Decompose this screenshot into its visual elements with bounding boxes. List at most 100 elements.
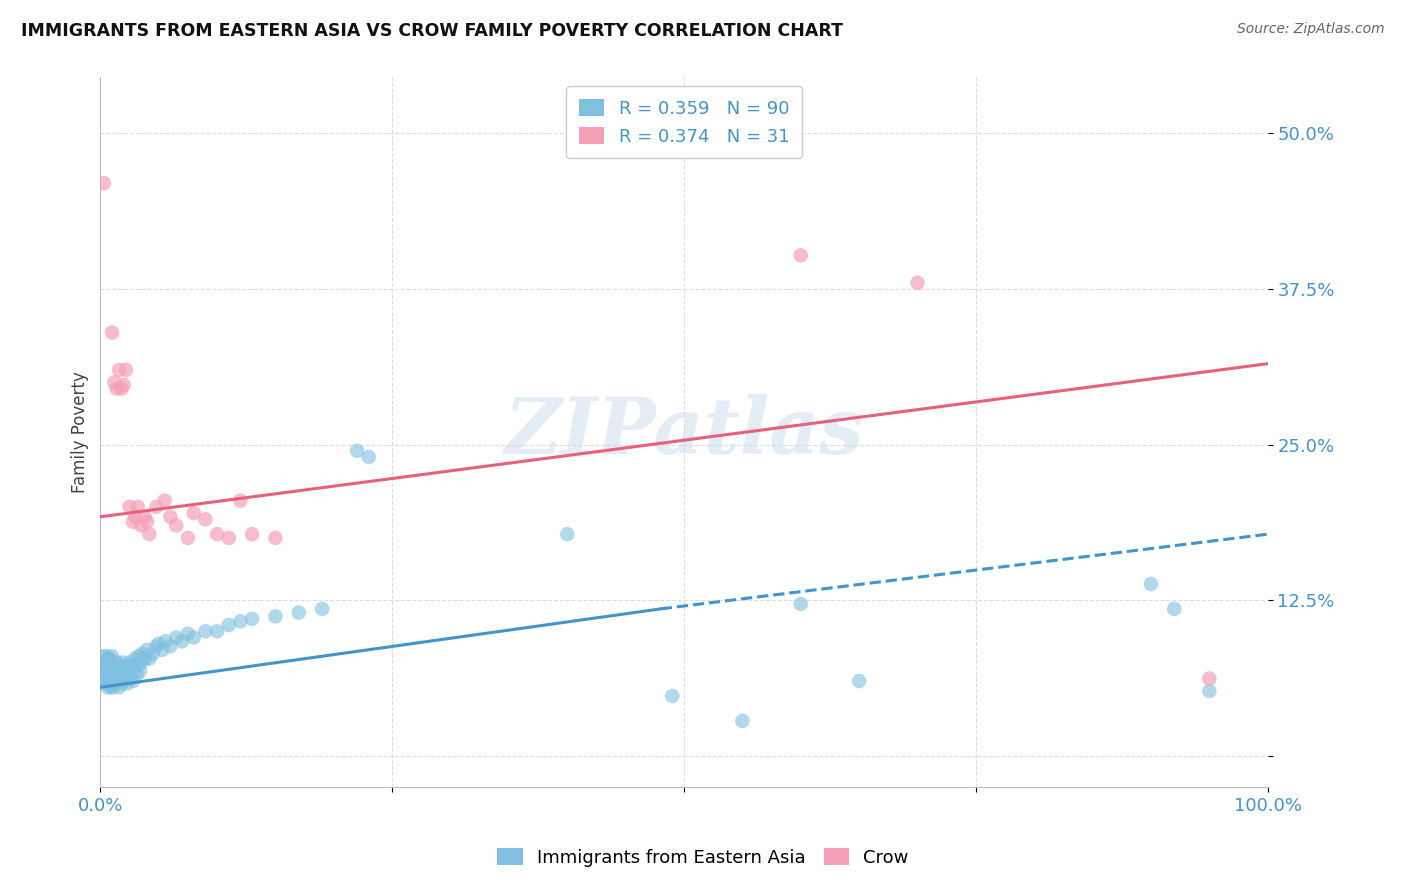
Point: [165, 631, 187, 645]
Point: [124, 509, 146, 524]
Point: [100, 680, 122, 694]
Point: [159, 509, 181, 524]
Point: [101, 662, 124, 676]
Text: ZIPatlas: ZIPatlas: [505, 394, 863, 470]
Point: [103, 668, 125, 682]
Point: [134, 509, 156, 524]
Point: [108, 672, 131, 686]
Point: [790, 248, 813, 262]
Point: [110, 664, 132, 678]
Point: [170, 634, 193, 648]
Point: [148, 637, 170, 651]
Point: [346, 443, 368, 458]
Point: [100, 668, 122, 682]
Point: [177, 531, 200, 545]
Point: [93, 176, 115, 190]
Point: [205, 527, 228, 541]
Text: IMMIGRANTS FROM EASTERN ASIA VS CROW FAMILY POVERTY CORRELATION CHART: IMMIGRANTS FROM EASTERN ASIA VS CROW FAM…: [21, 22, 844, 40]
Point: [114, 668, 136, 682]
Point: [115, 676, 138, 690]
Point: [205, 624, 228, 639]
Point: [129, 518, 152, 533]
Point: [127, 500, 149, 514]
Point: [112, 674, 135, 689]
Point: [1198, 684, 1220, 698]
Point: [96, 668, 118, 682]
Point: [108, 680, 131, 694]
Point: [110, 382, 132, 396]
Point: [177, 626, 200, 640]
Text: Source: ZipAtlas.com: Source: ZipAtlas.com: [1237, 22, 1385, 37]
Point: [731, 714, 754, 728]
Point: [103, 680, 125, 694]
Point: [110, 676, 132, 690]
Point: [142, 647, 165, 661]
Point: [229, 493, 252, 508]
Point: [122, 515, 145, 529]
Point: [115, 664, 138, 678]
Point: [118, 656, 141, 670]
Point: [264, 609, 287, 624]
Point: [117, 672, 139, 686]
Point: [98, 664, 121, 678]
Point: [183, 506, 205, 520]
Point: [183, 631, 205, 645]
Point: [118, 500, 141, 514]
Point: [240, 527, 263, 541]
Point: [288, 606, 311, 620]
Point: [98, 651, 121, 665]
Point: [218, 531, 240, 545]
Point: [107, 664, 129, 678]
Point: [115, 363, 138, 377]
Point: [105, 668, 128, 682]
Point: [194, 512, 217, 526]
Point: [103, 376, 125, 390]
Point: [134, 651, 156, 665]
Point: [129, 664, 152, 678]
Point: [103, 676, 125, 690]
Point: [94, 659, 117, 673]
Point: [97, 674, 120, 689]
Point: [101, 649, 124, 664]
Point: [105, 382, 128, 396]
Point: [103, 662, 125, 676]
Point: [129, 656, 152, 670]
Point: [121, 662, 143, 676]
Point: [115, 659, 138, 673]
Point: [97, 662, 120, 676]
Point: [357, 450, 380, 464]
Point: [661, 689, 683, 703]
Point: [153, 493, 176, 508]
Point: [1140, 577, 1163, 591]
Point: [218, 618, 240, 632]
Point: [1163, 602, 1185, 616]
Point: [229, 615, 252, 629]
Point: [122, 674, 145, 689]
Point: [96, 649, 118, 664]
Point: [105, 656, 128, 670]
Point: [101, 674, 124, 689]
Point: [128, 649, 150, 664]
Point: [107, 674, 129, 689]
Point: [96, 656, 118, 670]
Point: [91, 649, 114, 664]
Point: [125, 668, 148, 682]
Point: [96, 676, 118, 690]
Point: [108, 363, 131, 377]
Point: [101, 326, 124, 340]
Point: [108, 659, 131, 673]
Point: [311, 602, 333, 616]
Point: [93, 664, 115, 678]
Legend: R = 0.359   N = 90, R = 0.374   N = 31: R = 0.359 N = 90, R = 0.374 N = 31: [567, 87, 801, 159]
Point: [145, 639, 167, 653]
Point: [907, 276, 929, 290]
Point: [120, 668, 142, 682]
Point: [159, 639, 181, 653]
Point: [96, 662, 118, 676]
Point: [136, 643, 159, 657]
Point: [194, 624, 217, 639]
Point: [136, 515, 159, 529]
Point: [145, 500, 167, 514]
Point: [124, 651, 146, 665]
Point: [100, 656, 122, 670]
